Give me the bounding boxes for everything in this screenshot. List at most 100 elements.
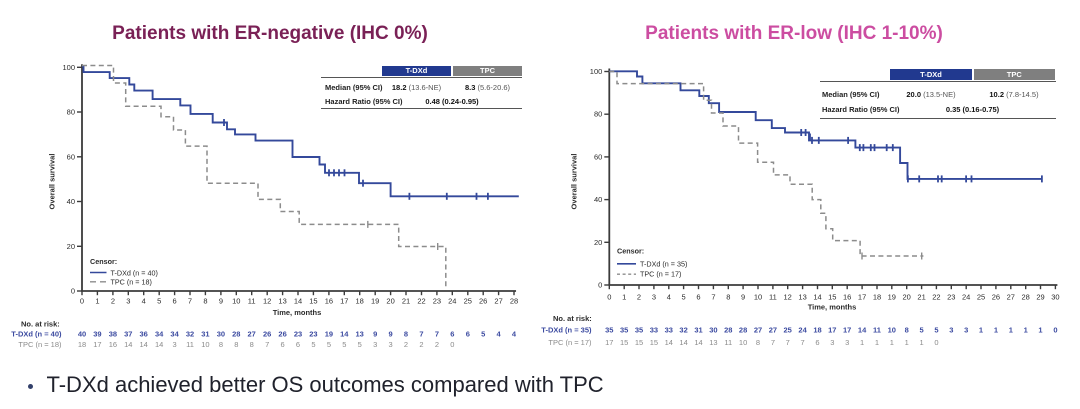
svg-text:5: 5 bbox=[920, 326, 924, 335]
svg-text:5: 5 bbox=[682, 293, 686, 302]
svg-text:0: 0 bbox=[1053, 326, 1057, 335]
svg-text:17: 17 bbox=[828, 326, 836, 335]
svg-text:13: 13 bbox=[709, 338, 717, 347]
svg-text:17: 17 bbox=[843, 326, 851, 335]
svg-text:0: 0 bbox=[71, 287, 75, 296]
svg-text:29: 29 bbox=[1036, 293, 1044, 302]
svg-text:1: 1 bbox=[994, 326, 998, 335]
svg-text:20: 20 bbox=[594, 238, 602, 247]
svg-text:60: 60 bbox=[67, 152, 75, 161]
svg-text:13: 13 bbox=[798, 293, 806, 302]
svg-text:3: 3 bbox=[173, 340, 177, 349]
svg-text:6: 6 bbox=[466, 330, 470, 339]
svg-text:1: 1 bbox=[860, 338, 864, 347]
svg-text:6: 6 bbox=[450, 330, 454, 339]
svg-text:6: 6 bbox=[173, 296, 177, 305]
svg-text:8: 8 bbox=[203, 296, 207, 305]
svg-text:0: 0 bbox=[607, 293, 611, 302]
svg-text:27: 27 bbox=[769, 326, 777, 335]
svg-text:21: 21 bbox=[402, 296, 410, 305]
svg-text:14: 14 bbox=[679, 338, 687, 347]
svg-text:27: 27 bbox=[494, 296, 502, 305]
svg-text:5: 5 bbox=[311, 340, 315, 349]
svg-text:18: 18 bbox=[813, 326, 821, 335]
svg-text:1: 1 bbox=[622, 293, 626, 302]
svg-text:11: 11 bbox=[873, 326, 881, 335]
svg-text:15: 15 bbox=[309, 296, 317, 305]
svg-text:No. at risk:: No. at risk: bbox=[553, 314, 592, 323]
svg-text:27: 27 bbox=[754, 326, 762, 335]
svg-text:11: 11 bbox=[724, 338, 732, 347]
svg-text:16: 16 bbox=[325, 296, 333, 305]
svg-text:30: 30 bbox=[709, 326, 717, 335]
svg-text:6: 6 bbox=[281, 340, 285, 349]
svg-text:10: 10 bbox=[201, 340, 209, 349]
svg-text:14: 14 bbox=[294, 296, 302, 305]
svg-text:13: 13 bbox=[356, 330, 364, 339]
svg-text:Time, months: Time, months bbox=[808, 303, 857, 312]
svg-text:14: 14 bbox=[124, 340, 132, 349]
svg-text:3: 3 bbox=[830, 338, 834, 347]
svg-text:3: 3 bbox=[126, 296, 130, 305]
svg-text:16: 16 bbox=[843, 293, 851, 302]
svg-text:6: 6 bbox=[296, 340, 300, 349]
svg-text:12: 12 bbox=[263, 296, 271, 305]
svg-text:6: 6 bbox=[815, 338, 819, 347]
svg-text:2: 2 bbox=[435, 340, 439, 349]
svg-text:9: 9 bbox=[219, 296, 223, 305]
svg-text:15: 15 bbox=[650, 338, 658, 347]
svg-text:5: 5 bbox=[342, 340, 346, 349]
svg-text:34: 34 bbox=[155, 330, 164, 339]
svg-text:6: 6 bbox=[696, 293, 700, 302]
svg-text:9: 9 bbox=[741, 293, 745, 302]
svg-text:No. at risk:: No. at risk: bbox=[21, 319, 60, 328]
svg-text:4: 4 bbox=[512, 330, 517, 339]
svg-text:T-DXd (n = 35): T-DXd (n = 35) bbox=[541, 326, 592, 335]
svg-text:0: 0 bbox=[450, 340, 454, 349]
svg-text:14: 14 bbox=[340, 330, 349, 339]
svg-text:26: 26 bbox=[278, 330, 286, 339]
svg-text:36: 36 bbox=[140, 330, 148, 339]
svg-text:32: 32 bbox=[186, 330, 194, 339]
svg-text:7: 7 bbox=[771, 338, 775, 347]
svg-text:30: 30 bbox=[1051, 293, 1059, 302]
svg-text:35: 35 bbox=[635, 326, 643, 335]
svg-text:0: 0 bbox=[598, 281, 602, 290]
svg-text:8: 8 bbox=[234, 340, 238, 349]
svg-text:1: 1 bbox=[875, 338, 879, 347]
svg-text:35: 35 bbox=[605, 326, 613, 335]
svg-text:19: 19 bbox=[371, 296, 379, 305]
svg-text:3: 3 bbox=[389, 340, 393, 349]
svg-text:10: 10 bbox=[888, 326, 896, 335]
svg-text:26: 26 bbox=[992, 293, 1000, 302]
svg-text:7: 7 bbox=[188, 296, 192, 305]
svg-text:100: 100 bbox=[590, 67, 603, 76]
svg-text:0: 0 bbox=[934, 338, 938, 347]
svg-text:4: 4 bbox=[667, 293, 671, 302]
svg-text:8: 8 bbox=[905, 326, 909, 335]
svg-text:24: 24 bbox=[798, 326, 807, 335]
svg-text:40: 40 bbox=[67, 197, 75, 206]
svg-text:2: 2 bbox=[419, 340, 423, 349]
svg-text:3: 3 bbox=[964, 326, 968, 335]
svg-text:1: 1 bbox=[95, 296, 99, 305]
svg-text:5: 5 bbox=[157, 296, 161, 305]
svg-text:5: 5 bbox=[481, 330, 485, 339]
svg-text:2: 2 bbox=[111, 296, 115, 305]
svg-text:33: 33 bbox=[665, 326, 673, 335]
svg-text:8: 8 bbox=[219, 340, 223, 349]
svg-text:15: 15 bbox=[828, 293, 836, 302]
svg-text:25: 25 bbox=[784, 326, 792, 335]
svg-text:8: 8 bbox=[726, 293, 730, 302]
svg-text:7: 7 bbox=[265, 340, 269, 349]
svg-text:20: 20 bbox=[903, 293, 911, 302]
svg-text:25: 25 bbox=[464, 296, 472, 305]
svg-text:28: 28 bbox=[739, 326, 747, 335]
svg-text:11: 11 bbox=[248, 296, 256, 305]
svg-text:19: 19 bbox=[888, 293, 896, 302]
svg-text:30: 30 bbox=[217, 330, 225, 339]
svg-text:24: 24 bbox=[448, 296, 456, 305]
svg-text:20: 20 bbox=[386, 296, 394, 305]
svg-text:28: 28 bbox=[232, 330, 240, 339]
svg-text:18: 18 bbox=[873, 293, 881, 302]
